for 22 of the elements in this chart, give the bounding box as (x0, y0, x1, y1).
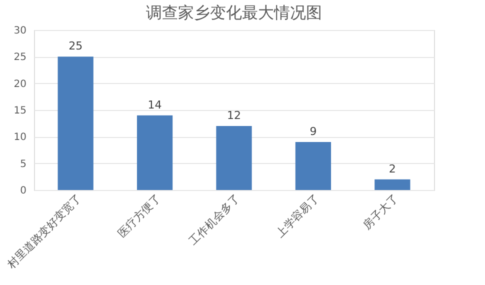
y-tick-label: 10 (14, 132, 26, 144)
data-label: 14 (148, 98, 162, 112)
y-tick-label: 5 (20, 158, 26, 170)
chart-title: 调查家乡变化最大情况图 (146, 3, 322, 22)
data-label: 2 (388, 162, 396, 176)
bar (374, 179, 410, 190)
bar (58, 56, 94, 190)
data-label: 9 (310, 125, 317, 138)
y-tick-label: 15 (14, 106, 26, 116)
bar (136, 115, 173, 190)
y-tick-label: 20 (14, 78, 26, 90)
x-tick-label: 工作机会多了 (186, 192, 242, 248)
data-label: 25 (68, 40, 83, 53)
x-tick-label: 上学容易了 (274, 192, 322, 240)
y-tick-label: 25 (14, 52, 26, 64)
x-tick-label: 房子大了 (360, 192, 401, 232)
bar (216, 126, 252, 190)
bar (295, 142, 332, 190)
data-label: 12 (227, 109, 241, 122)
x-tick-label: 医疗方便了 (115, 192, 164, 240)
y-tick-label: 30 (14, 26, 26, 36)
y-tick-label: 0 (20, 186, 26, 196)
